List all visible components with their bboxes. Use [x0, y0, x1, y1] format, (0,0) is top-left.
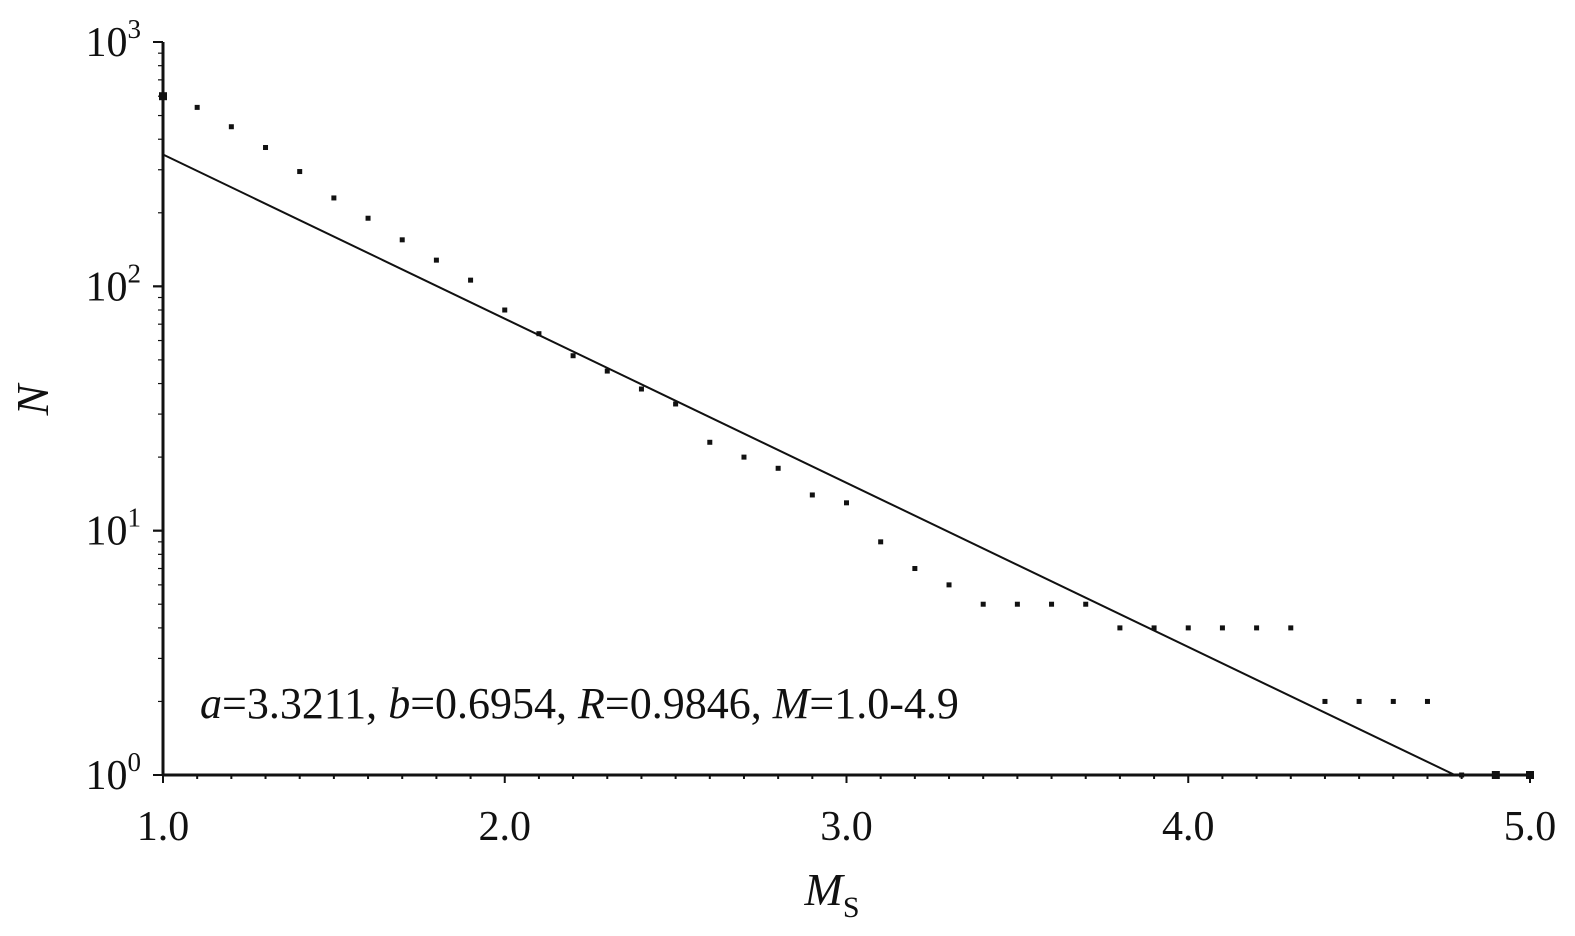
y-axis-title: N: [7, 382, 58, 416]
data-point: [1083, 601, 1089, 607]
data-point: [809, 492, 815, 498]
data-point: [1219, 625, 1225, 631]
data-point: [638, 386, 644, 392]
x-tick-label: 1.0: [137, 804, 190, 850]
data-point: [1151, 625, 1157, 631]
y-tick-label: 101: [86, 503, 142, 555]
data-point: [570, 353, 576, 359]
data-point: [399, 237, 405, 243]
x-tick-label: 2.0: [479, 804, 532, 850]
data-point: [297, 169, 303, 175]
data-point: [228, 124, 234, 130]
data-point: [1049, 601, 1055, 607]
data-point: [912, 566, 918, 572]
y-tick-label: 100: [86, 747, 142, 799]
data-point: [502, 307, 508, 313]
data-point: [1526, 771, 1534, 779]
data-point: [673, 401, 679, 407]
data-point: [1254, 625, 1260, 631]
data-point: [365, 215, 371, 221]
data-point: [741, 454, 747, 460]
data-point: [1185, 625, 1191, 631]
x-tick-label: 4.0: [1162, 804, 1215, 850]
x-axis-title: MS: [803, 864, 859, 924]
data-point: [536, 331, 542, 337]
axis-labels: 1.0 2.0 3.0 4.0 5.0 100 101 102 103 MS N: [7, 14, 1556, 924]
y-tick-label: 103: [86, 14, 142, 66]
data-point: [1117, 625, 1123, 631]
fit-line-group: [162, 153, 1456, 776]
data-point: [946, 582, 952, 588]
data-point: [980, 601, 986, 607]
data-point: [194, 104, 200, 110]
x-tick-label: 3.0: [820, 804, 873, 850]
data-point: [263, 145, 269, 151]
data-point: [159, 92, 167, 101]
data-point: [1288, 625, 1294, 631]
data-point: [1424, 698, 1430, 704]
data-point: [878, 539, 884, 545]
data-points: [159, 92, 1534, 779]
y-tick-label: 102: [86, 258, 142, 310]
data-point: [1491, 771, 1500, 779]
axes: [153, 41, 1531, 783]
data-point: [775, 465, 781, 471]
fit-line: [162, 153, 1456, 776]
data-point: [433, 257, 439, 263]
data-point: [468, 277, 474, 283]
data-point: [1390, 698, 1396, 704]
data-point: [331, 195, 337, 201]
data-point: [1322, 698, 1328, 704]
data-point: [1356, 698, 1362, 704]
data-point: [1014, 601, 1020, 607]
x-tick-label: 5.0: [1504, 804, 1557, 850]
data-point: [1459, 772, 1465, 778]
fit-annotation: a=3.3211, b=0.6954, R=0.9846, M=1.0-4.9: [200, 679, 959, 728]
data-point: [707, 439, 713, 445]
data-point: [604, 368, 610, 374]
data-point: [844, 500, 849, 506]
